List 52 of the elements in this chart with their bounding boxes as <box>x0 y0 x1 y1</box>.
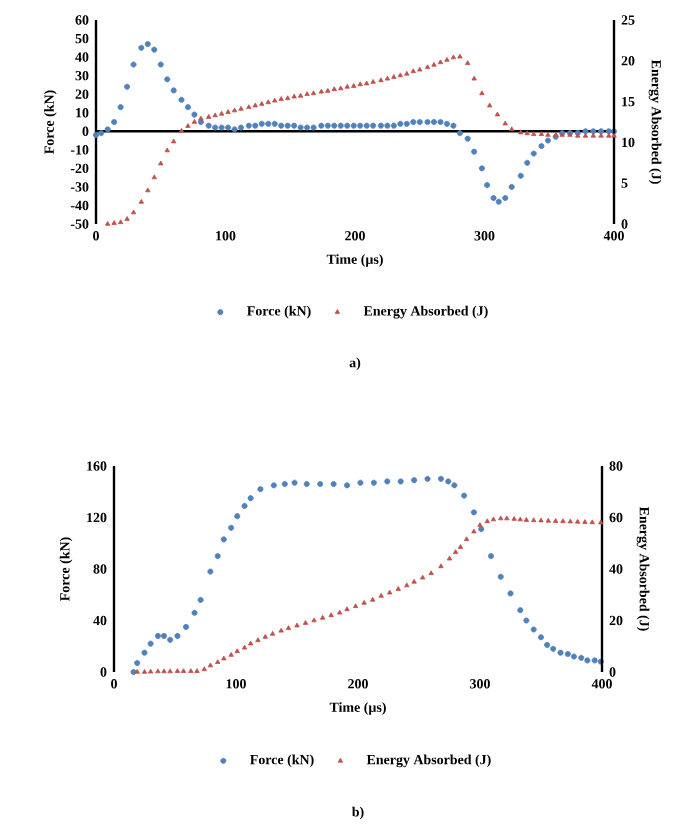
point <box>497 573 504 580</box>
point <box>291 479 298 486</box>
point <box>141 649 148 656</box>
point <box>214 553 221 560</box>
point <box>550 645 557 652</box>
point <box>191 609 198 616</box>
point <box>487 553 494 560</box>
point <box>538 634 544 641</box>
point <box>564 650 571 657</box>
point <box>207 568 214 575</box>
point <box>303 481 310 488</box>
point <box>584 657 591 664</box>
point <box>544 641 551 648</box>
point <box>461 492 468 499</box>
point <box>517 607 524 614</box>
point <box>437 475 444 482</box>
point <box>344 482 351 489</box>
point <box>167 636 174 643</box>
point <box>234 513 241 520</box>
point <box>161 632 168 639</box>
point <box>174 632 181 639</box>
point <box>523 617 530 624</box>
point <box>370 479 377 486</box>
point <box>197 596 204 603</box>
point <box>134 660 141 666</box>
point <box>317 481 324 488</box>
point <box>570 653 577 660</box>
point <box>330 481 337 488</box>
point <box>182 623 189 630</box>
point <box>411 477 418 484</box>
point <box>270 482 277 489</box>
point <box>241 502 248 509</box>
point <box>424 475 431 482</box>
point <box>557 649 564 656</box>
point <box>507 590 514 597</box>
point <box>445 478 452 485</box>
point <box>228 524 235 531</box>
point <box>384 478 391 485</box>
point <box>578 654 585 661</box>
point <box>147 640 154 647</box>
point <box>530 626 537 633</box>
point <box>470 509 477 516</box>
point <box>154 632 161 639</box>
point <box>357 479 364 486</box>
point <box>451 482 458 489</box>
point <box>281 481 288 488</box>
point <box>247 495 254 502</box>
point <box>478 526 485 533</box>
point <box>591 657 598 664</box>
point <box>397 478 404 485</box>
point <box>220 536 227 543</box>
point <box>257 486 264 493</box>
